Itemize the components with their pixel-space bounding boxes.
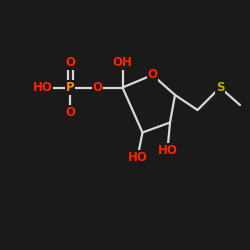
Text: O: O [148, 68, 158, 82]
Text: HO: HO [32, 81, 52, 94]
Text: O: O [65, 106, 75, 119]
Text: OH: OH [112, 56, 132, 69]
Text: HO: HO [128, 151, 148, 164]
Text: HO: HO [158, 144, 178, 156]
Text: P: P [66, 81, 74, 94]
Text: O: O [65, 56, 75, 69]
Text: O: O [92, 81, 102, 94]
Text: S: S [216, 81, 224, 94]
